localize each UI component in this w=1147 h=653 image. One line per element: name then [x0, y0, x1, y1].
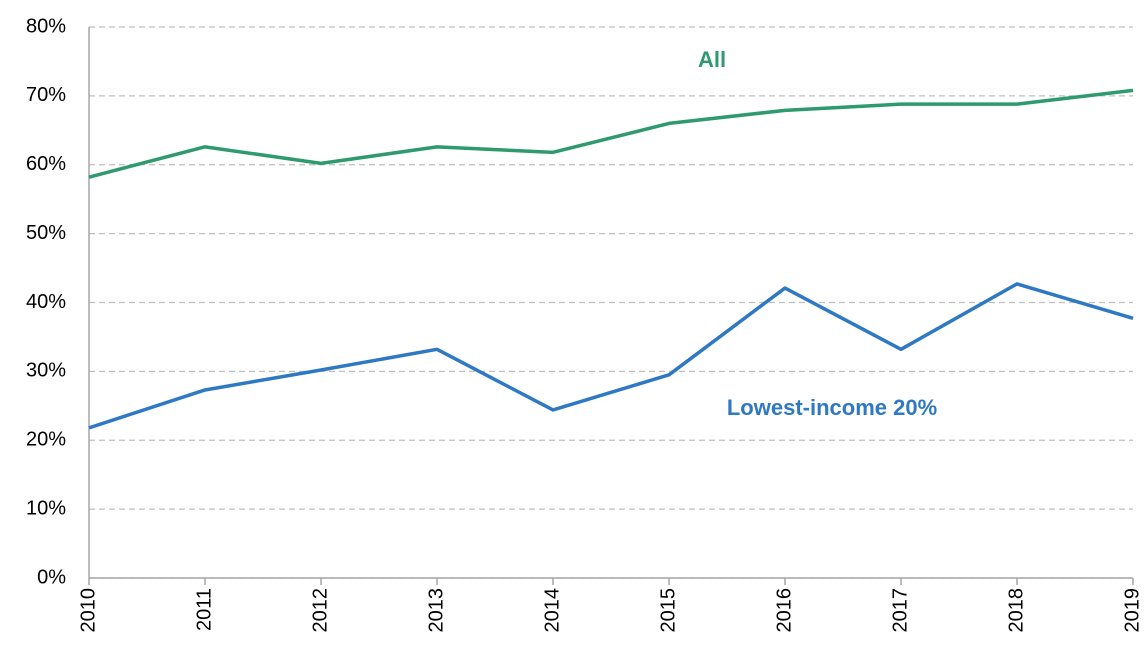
x-tick-label: 2013 — [425, 588, 447, 633]
x-tick-label: 2017 — [889, 588, 911, 633]
y-tick-label: 50% — [26, 222, 66, 244]
grid — [89, 26, 1133, 579]
y-tick-label: 40% — [26, 291, 66, 313]
x-tick-label: 2018 — [1005, 588, 1027, 633]
series-line — [88, 88, 1134, 179]
x-tick-label: 2015 — [657, 588, 679, 633]
x-tick-label: 2016 — [773, 588, 795, 633]
x-tick-label: 2010 — [77, 588, 99, 633]
series-line — [88, 282, 1134, 430]
x-tick-label: 2019 — [1121, 588, 1143, 633]
y-tick-label: 0% — [37, 566, 66, 588]
x-tick-label: 2011 — [193, 588, 215, 631]
series-label: Lowest-income 20% — [727, 395, 937, 420]
y-tick-label: 60% — [26, 153, 66, 175]
y-tick-label: 80% — [26, 15, 66, 37]
y-tick-label: 30% — [26, 360, 66, 382]
x-tick-label: 2014 — [541, 588, 563, 633]
series-label: All — [698, 47, 726, 72]
y-tick-label: 20% — [26, 429, 66, 451]
y-tick-label: 10% — [26, 497, 66, 519]
y-tick-label: 70% — [26, 84, 66, 106]
x-tick-label: 2012 — [309, 588, 331, 633]
